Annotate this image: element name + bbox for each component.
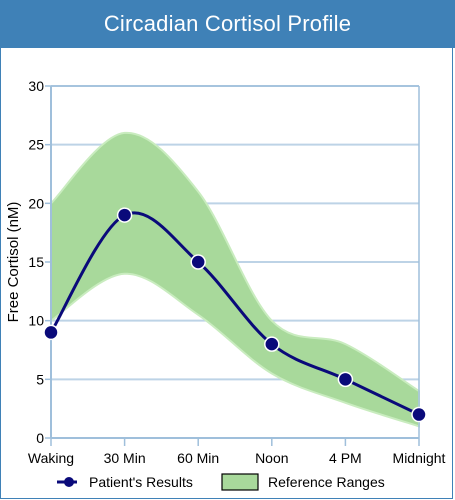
x-tick-label: Midnight [393,450,446,466]
legend-band-swatch [221,473,259,491]
axes: 0 5 10 15 20 25 30 Waking 30 Min 60 Min Noon 4 PM Mi… [28,78,446,466]
reference-range-area [50,131,420,428]
y-tick-label: 5 [36,371,44,387]
legend-label-reference-ranges: Reference Ranges [268,474,385,490]
legend-marker-swatch [64,477,74,487]
x-tick-label: 60 Min [177,450,219,466]
legend-label-patient-results: Patient's Results [89,474,193,490]
x-tick-label: Noon [255,450,288,466]
y-tick-label: 10 [28,313,44,329]
patient-result-point [264,336,280,352]
reference-range-band [50,131,420,428]
patient-result-point [411,406,427,423]
y-axis-title: Free Cortisol (nM) [5,202,22,323]
chart-header: Circadian Cortisol Profile [0,0,455,48]
patient-result-point [337,371,354,388]
y-tick-label: 0 [36,430,44,446]
patient-result-point [116,207,133,223]
x-tick-label: 4 PM [329,450,362,466]
y-tick-label: 25 [28,137,44,153]
y-tick-label: 15 [28,254,44,270]
chart-frame [0,48,453,499]
patient-results-series [43,207,427,423]
y-tick-label: 20 [28,195,44,211]
y-tick-label: 30 [28,78,44,94]
x-tick-label: 30 Min [104,450,146,466]
patient-result-point [43,324,59,341]
legend: Patient's Results Reference Ranges [57,473,385,491]
x-tick-label: Waking [28,450,74,466]
chart-title: Circadian Cortisol Profile [103,11,352,36]
patient-result-point [190,254,206,270]
